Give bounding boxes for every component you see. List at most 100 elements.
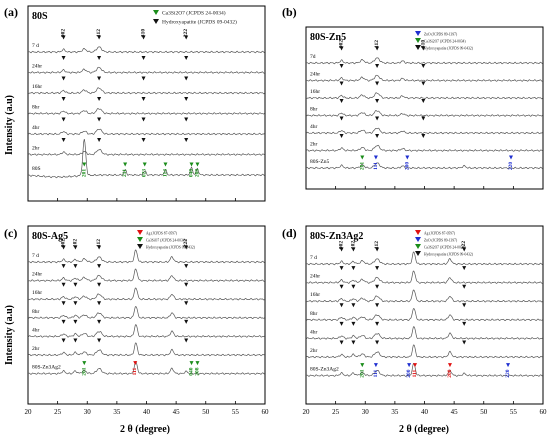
peak-marker <box>61 35 66 40</box>
panel-title: 80S <box>32 11 48 22</box>
peak-label: 220 <box>505 369 511 378</box>
peak-marker <box>339 99 344 103</box>
peak-marker <box>61 319 66 324</box>
peak-marker <box>61 97 66 101</box>
peak-label: 200 <box>406 369 412 378</box>
peak-marker <box>506 363 511 368</box>
peak-marker <box>373 363 378 368</box>
peak-marker <box>97 138 102 142</box>
peak-marker <box>142 162 147 167</box>
peak-marker <box>375 134 380 138</box>
x-tick-label: 30 <box>84 408 92 416</box>
peak-marker <box>97 282 102 287</box>
peak-label: 002 <box>339 40 345 49</box>
peak-marker <box>73 301 78 306</box>
peak-marker <box>61 56 66 60</box>
series-label: 7 d <box>32 253 39 259</box>
x-axis-title-left: 2 θ (degree) <box>120 424 170 435</box>
xrd-curve <box>27 324 265 338</box>
series-label: 4hr <box>310 124 318 130</box>
series-label: 4hr <box>32 327 40 333</box>
peak-marker <box>163 162 168 167</box>
xrd-curve <box>305 92 543 100</box>
peak-marker <box>61 117 66 122</box>
x-tick-label: 55 <box>510 408 518 416</box>
peak-marker <box>184 56 189 60</box>
xrd-curve <box>305 326 543 340</box>
peak-marker <box>141 35 146 40</box>
xrd-curve <box>27 139 265 179</box>
peak-marker <box>61 245 66 250</box>
peak-label: 112 <box>96 29 102 37</box>
xrd-curve <box>28 249 265 264</box>
xrd-curve <box>305 344 543 359</box>
peak-label: 201 <box>81 169 87 178</box>
peak-marker <box>97 245 102 250</box>
peak-marker <box>195 361 200 366</box>
peak-marker <box>375 266 380 271</box>
peak-label: 111 <box>373 162 379 170</box>
peak-marker <box>339 134 344 138</box>
peak-label: 040 <box>189 367 195 376</box>
series-label: 16hr <box>32 290 42 296</box>
peak-marker <box>462 284 467 289</box>
x-tick-label: 45 <box>451 408 459 416</box>
peak-marker <box>184 76 189 81</box>
xrd-curve <box>27 87 265 95</box>
y-axis-title-top: Intensity (a.u) <box>4 95 15 155</box>
peak-marker <box>339 340 344 345</box>
peak-marker <box>351 340 356 345</box>
peak-marker <box>141 117 146 122</box>
xrd-curve <box>305 308 543 322</box>
peak-marker <box>97 301 102 306</box>
y-axis-title-bottom: Intensity (a.u) <box>4 305 15 365</box>
peak-label: 002 <box>61 239 67 248</box>
peak-marker <box>61 264 66 269</box>
legend-entry: Hydroxyapatite (JCPDS 09-0432) <box>146 246 196 250</box>
legend-entry: Hydroxyapatite (JCPDS 09-0432) <box>424 47 474 51</box>
peak-marker <box>73 282 78 287</box>
series-label: 24hr <box>310 274 320 280</box>
panel-label: (a) <box>4 5 18 19</box>
peak-marker <box>97 35 102 40</box>
peak-marker <box>339 46 344 51</box>
peak-marker <box>339 81 344 86</box>
peak-marker <box>141 56 146 60</box>
series-label: 4hr <box>310 329 318 335</box>
series-label: 2hr <box>32 346 40 352</box>
peak-label: 211 <box>122 169 128 177</box>
peak-marker <box>141 76 146 81</box>
peak-label: 208 <box>194 169 200 178</box>
series-label: 24hr <box>32 64 42 70</box>
peak-marker <box>97 56 102 60</box>
legend-entry: Ca3Si2O7 (JCPDS 24-0034) <box>424 40 466 44</box>
legend-marker <box>137 230 143 235</box>
legend-entry: Ag (JCPDS 87-0597) <box>146 232 178 236</box>
x-tick-label: 20 <box>303 408 311 416</box>
xrd-curve <box>305 362 543 377</box>
series-label: 4hr <box>32 125 40 131</box>
panel-label: (d) <box>282 226 297 240</box>
peak-marker <box>360 155 365 160</box>
peak-marker <box>133 361 138 366</box>
peak-label: 201 <box>359 162 365 171</box>
legend-entry: Ca3Si2O7 (JCPDS 24-0034) <box>424 246 466 250</box>
peak-marker <box>97 117 102 122</box>
legend-entry: ZnO (JCPDS 89-1397) <box>424 33 458 37</box>
series-label: 80S-Zn3Ag2 <box>310 367 339 373</box>
peak-label: 200 <box>447 369 453 378</box>
series-label: 80S <box>32 166 41 172</box>
peak-label: 102 <box>350 241 356 250</box>
peak-label: 208 <box>194 367 200 376</box>
peak-label: 201 <box>359 369 365 378</box>
peak-label: 112 <box>374 40 380 48</box>
peak-marker <box>375 46 380 51</box>
peak-marker <box>360 363 365 368</box>
peak-marker <box>339 284 344 289</box>
x-tick-label: 40 <box>421 408 429 416</box>
peak-marker <box>339 303 344 308</box>
xrd-curve <box>27 148 265 156</box>
peak-marker <box>184 264 189 269</box>
peak-marker <box>351 321 356 326</box>
panel-label: (c) <box>4 226 17 240</box>
